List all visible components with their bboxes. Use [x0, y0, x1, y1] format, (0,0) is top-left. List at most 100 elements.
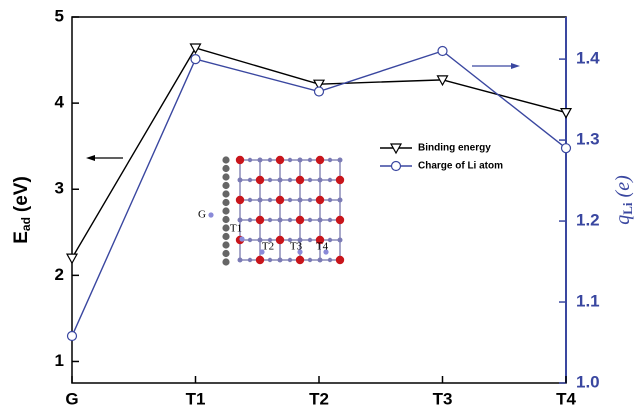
atom — [276, 156, 284, 164]
atom — [296, 216, 304, 224]
atom — [328, 238, 332, 242]
atom — [336, 256, 344, 264]
atom — [236, 196, 244, 204]
atom — [222, 156, 229, 163]
y2-label-unit: (e) — [612, 175, 634, 198]
atom — [268, 158, 272, 162]
atom — [222, 258, 229, 265]
atom — [288, 198, 292, 202]
atom — [316, 196, 324, 204]
atom — [296, 256, 304, 264]
atom — [268, 178, 272, 182]
atom — [248, 198, 252, 202]
atom — [308, 218, 312, 222]
data-point — [561, 109, 571, 118]
atom — [236, 156, 244, 164]
atom — [296, 176, 304, 184]
atom — [248, 218, 252, 222]
atom — [248, 178, 252, 182]
atom — [258, 198, 263, 203]
data-point — [68, 332, 77, 341]
y2-tick-label: 1.3 — [576, 130, 600, 149]
atom — [268, 218, 272, 222]
atom — [328, 178, 332, 182]
atom — [288, 218, 292, 222]
atom — [276, 236, 284, 244]
y-tick-label: 4 — [55, 93, 65, 112]
atom — [256, 216, 264, 224]
atom — [222, 233, 229, 240]
y2-axis-label: qLi(e) — [612, 175, 635, 225]
inset-label: T3 — [290, 241, 303, 253]
y-tick-label: 3 — [55, 179, 64, 198]
arrow-head — [511, 63, 520, 69]
atom — [256, 176, 264, 184]
inset-label: T2 — [262, 241, 274, 253]
atom — [222, 182, 229, 189]
atom — [338, 198, 343, 203]
atom — [318, 178, 323, 183]
atom — [298, 158, 303, 163]
y2-label-sub: Li — [620, 202, 635, 215]
atom — [222, 241, 229, 248]
atom — [308, 238, 312, 242]
x-tick-label: T3 — [433, 389, 453, 408]
atom — [328, 218, 332, 222]
atom — [328, 158, 332, 162]
y-label-unit: (eV) — [11, 176, 32, 212]
atom — [222, 250, 229, 257]
atom — [288, 258, 292, 262]
data-point — [438, 47, 447, 56]
atom — [336, 216, 344, 224]
x-tick-label: T1 — [186, 389, 206, 408]
atom — [278, 258, 283, 263]
li-atom — [239, 236, 244, 241]
atom — [238, 178, 243, 183]
y2-tick-label: 1.0 — [576, 372, 600, 391]
atom — [336, 176, 344, 184]
atom — [308, 158, 312, 162]
atom — [222, 199, 229, 206]
atom — [288, 158, 292, 162]
atom — [256, 256, 264, 264]
atom — [338, 238, 343, 243]
atom — [248, 158, 252, 162]
atom — [222, 216, 229, 223]
atom — [308, 178, 312, 182]
data-point — [191, 55, 200, 64]
atom — [222, 207, 229, 214]
x-tick-label: T4 — [556, 389, 576, 408]
atom — [222, 165, 229, 172]
data-point — [315, 87, 324, 96]
y2-tick-label: 1.2 — [576, 211, 600, 230]
atom — [248, 258, 252, 262]
atom — [328, 198, 332, 202]
atom — [268, 258, 272, 262]
arrow-head — [86, 155, 95, 161]
y-tick-label: 5 — [55, 6, 64, 25]
atom — [278, 218, 283, 223]
atom — [308, 198, 312, 202]
atom — [328, 258, 332, 262]
atom — [222, 224, 229, 231]
atom — [318, 258, 323, 263]
y2-tick-label: 1.1 — [576, 292, 600, 311]
y-label-main: E — [11, 231, 32, 244]
atom — [222, 173, 229, 180]
data-point — [562, 144, 571, 153]
y-tick-label: 2 — [55, 265, 64, 284]
inset-label: G — [198, 209, 206, 221]
data-point — [67, 254, 77, 263]
atom — [222, 190, 229, 197]
chart: GT1T2T3T4 Ead(eV) qLi(e) 123451.01.11.21… — [0, 0, 639, 414]
inset-label: T1 — [230, 223, 242, 235]
atom — [308, 258, 312, 262]
atom — [268, 198, 272, 202]
atom — [248, 238, 252, 242]
legend-label: Charge of Li atom — [418, 161, 503, 172]
legend-marker — [392, 162, 401, 171]
atom — [278, 178, 283, 183]
y-tick-label: 1 — [55, 351, 64, 370]
x-tick-label: T2 — [309, 389, 329, 408]
